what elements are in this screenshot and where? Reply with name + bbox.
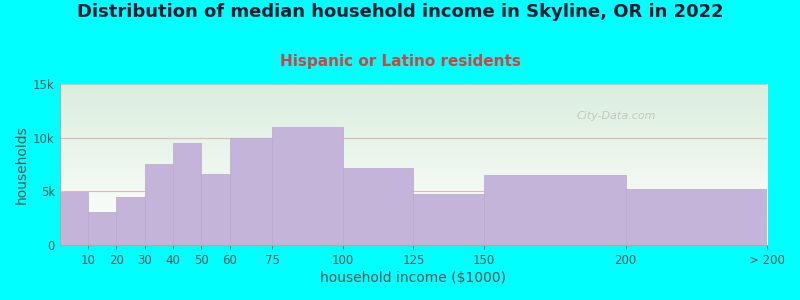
- Bar: [484, 175, 626, 245]
- Bar: [202, 174, 230, 245]
- Bar: [414, 194, 484, 245]
- Y-axis label: households: households: [15, 125, 29, 204]
- Text: Hispanic or Latino residents: Hispanic or Latino residents: [279, 54, 521, 69]
- Bar: [342, 168, 414, 245]
- Bar: [272, 127, 342, 245]
- Bar: [88, 212, 116, 245]
- Bar: [116, 196, 145, 245]
- Text: City-Data.com: City-Data.com: [576, 111, 655, 121]
- Bar: [626, 189, 767, 245]
- X-axis label: household income ($1000): household income ($1000): [321, 271, 506, 285]
- Bar: [60, 192, 88, 245]
- Text: Distribution of median household income in Skyline, OR in 2022: Distribution of median household income …: [77, 3, 723, 21]
- Bar: [173, 143, 202, 245]
- Bar: [145, 164, 173, 245]
- Bar: [230, 138, 272, 245]
